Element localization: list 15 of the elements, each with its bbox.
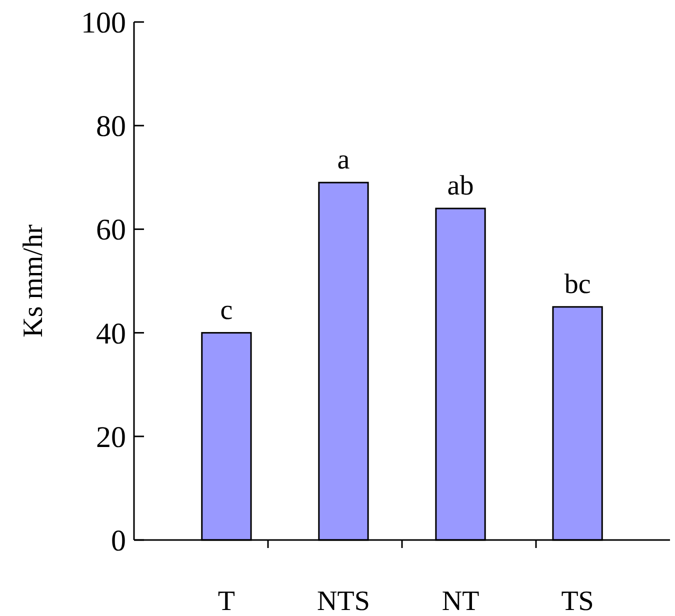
annotation: ab [447, 170, 474, 202]
x-tick-label: NTS [317, 586, 370, 616]
y-tick-label: 60 [96, 214, 126, 247]
y-tick-label: 80 [96, 110, 126, 144]
annotation: a [337, 144, 350, 176]
x-tick-label: NT [442, 586, 480, 616]
y-tick-label: 0 [111, 524, 126, 558]
annotation: c [220, 294, 233, 326]
annotation: bc [564, 268, 591, 300]
y-tick-label: 100 [81, 6, 126, 40]
x-tick-label: T [218, 586, 236, 616]
x-tick-label: TS [561, 586, 594, 616]
y-axis-title: Ks mm/hr [18, 224, 49, 338]
y-tick-label: 40 [96, 317, 126, 350]
y-tick-label: 20 [96, 420, 126, 454]
